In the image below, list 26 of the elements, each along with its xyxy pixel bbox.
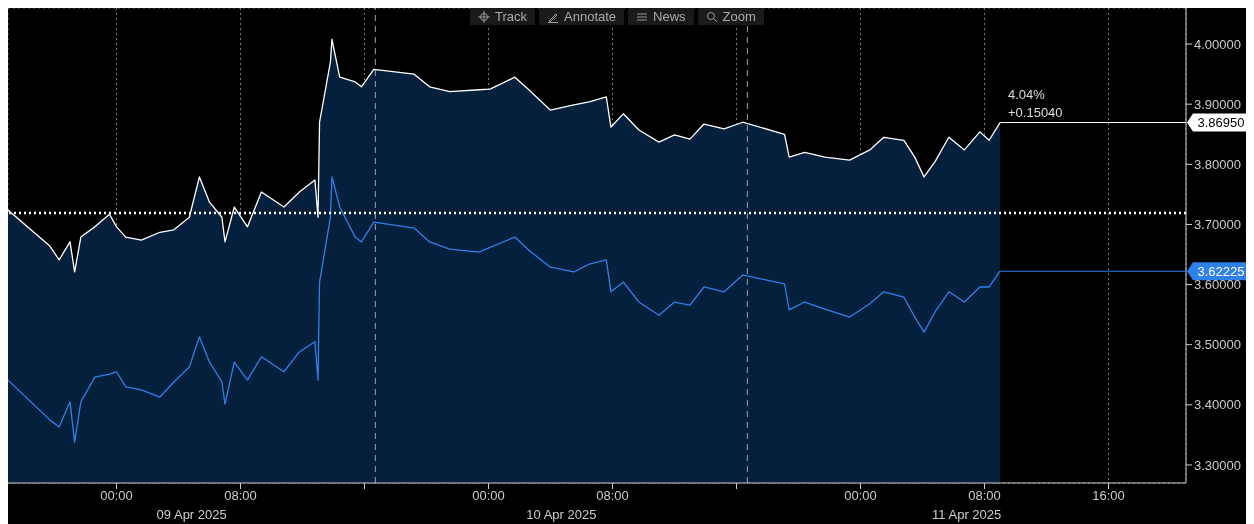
text: 11 Apr 2025 bbox=[932, 507, 1002, 522]
y-tick-label: 3.40000 bbox=[1194, 397, 1241, 413]
ref-line-label: 3.86950 bbox=[1197, 115, 1245, 131]
x-tick-label: 00:00 bbox=[844, 488, 877, 504]
y-tick-label: 3.60000 bbox=[1194, 277, 1241, 293]
x-tick-label: 08:00 bbox=[596, 488, 629, 504]
text: 09 Apr 2025 bbox=[156, 507, 227, 522]
y-tick-label: 3.90000 bbox=[1194, 96, 1241, 112]
y-tick-label: 3.50000 bbox=[1194, 337, 1241, 353]
x-tick-label: 08:00 bbox=[968, 488, 1001, 504]
x-tick-label: 00:00 bbox=[472, 488, 505, 504]
annotation: 4.04% bbox=[1008, 86, 1046, 102]
y-tick-label: 3.80000 bbox=[1194, 156, 1241, 172]
annotation: Annotate bbox=[564, 9, 617, 24]
ref-line-label: 3.62225 bbox=[1197, 263, 1245, 279]
y-tick-label: 3.70000 bbox=[1194, 217, 1241, 233]
annotation: Track bbox=[495, 9, 528, 24]
x-tick-label: 00:00 bbox=[100, 488, 133, 504]
x-tick-label: 08:00 bbox=[224, 488, 257, 504]
y-tick-label: 4.00000 bbox=[1194, 36, 1241, 52]
annotation: News bbox=[653, 9, 686, 24]
annotation: Zoom bbox=[722, 9, 756, 24]
y-tick-label: 3.30000 bbox=[1194, 457, 1241, 473]
x-tick-label: 16:00 bbox=[1092, 488, 1125, 504]
annotation: +0.15040 bbox=[1008, 104, 1063, 120]
text: 10 Apr 2025 bbox=[526, 507, 597, 522]
